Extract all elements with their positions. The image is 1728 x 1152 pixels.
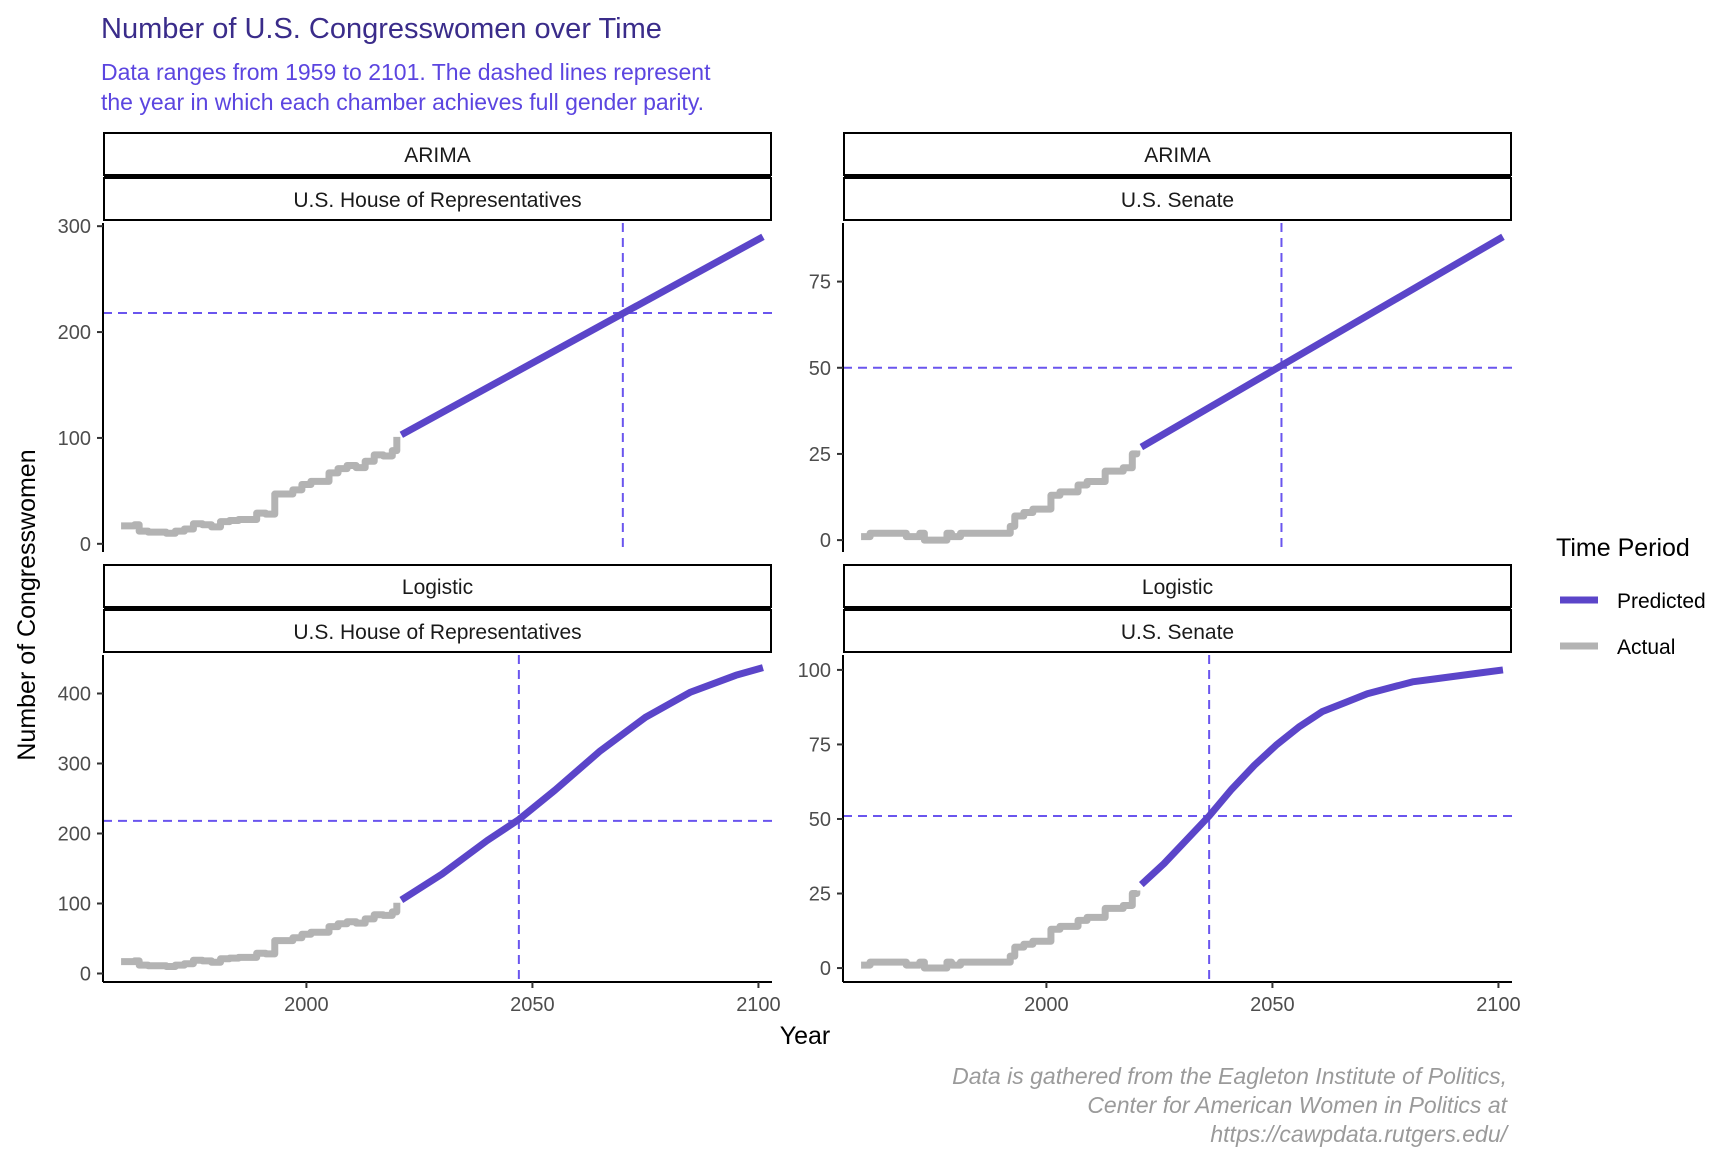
y-tick-label: 0 [820,530,831,552]
y-tick-label: 75 [809,734,831,756]
facet-panel-3: Logistic U.S. House of Representatives 200… [58,564,781,1016]
facet-strip-label: U.S. House of Representatives [293,189,581,212]
series-line-predicted [1139,233,1505,451]
facet-panels: ARIMA U.S. House of Representatives 0 100 20… [58,132,1521,1016]
y-tick-label: 400 [58,684,91,706]
x-tick-label: 2000 [1024,994,1069,1016]
facet-strip-label: U.S. Senate [1121,621,1234,644]
facet-strip-box [843,609,1512,653]
y-tick-label: 100 [798,660,831,682]
y-tick-label: 50 [809,809,831,831]
caption-line-3: https://cawpdata.rutgers.edu/ [1210,1121,1509,1147]
facet-strip-box [843,564,1512,608]
facet-strip-box [103,177,772,221]
series-line-actual [861,890,1141,972]
y-tick-label: 75 [809,272,831,294]
y-tick-label: 25 [809,884,831,906]
y-tick-label: 50 [809,358,831,380]
legend: Time Period Predicted Actual [1556,534,1706,659]
series-line-actual [121,436,401,537]
y-tick-label: 100 [58,894,91,916]
series-line-predicted [399,664,764,903]
facet-panel-4: Logistic U.S. Senate 2000 2050 2100 0 25 50 75 10… [798,564,1521,1016]
legend-title: Time Period [1556,534,1690,562]
y-tick-label: 0 [80,964,91,986]
y-tick-label: 0 [820,958,831,980]
facet-strip-label: Logistic [1142,576,1213,599]
facet-strip-label: Logistic [402,576,473,599]
facet-panel-1: ARIMA U.S. House of Representatives 0 100 20… [58,132,775,556]
series-line-predicted [399,233,765,438]
legend-label-predicted: Predicted [1617,590,1706,613]
chart-subtitle-line-2: the year in which each chamber achieves … [101,89,704,115]
caption-line-1: Data is gathered from the Eagleton Insti… [952,1063,1507,1089]
y-tick-label: 0 [80,534,91,556]
chart-subtitle-line-1: Data ranges from 1959 to 2101. The dashe… [101,59,711,85]
facet-strip-label: ARIMA [1144,144,1211,167]
facet-strip-box [103,132,772,176]
x-tick-label: 2000 [284,994,329,1016]
y-tick-label: 25 [809,444,831,466]
y-tick-label: 200 [58,824,91,846]
y-axis-title: Number of Congresswomen [13,449,41,760]
x-axis-title: Year [780,1022,831,1050]
x-tick-label: 2100 [1476,994,1521,1016]
series-line-predicted [1138,666,1504,888]
y-tick-label: 300 [58,216,91,238]
x-tick-label: 2100 [736,994,781,1016]
x-tick-label: 2050 [510,994,555,1016]
facet-strip-box [103,609,772,653]
y-tick-label: 100 [58,428,91,450]
legend-label-actual: Actual [1617,636,1675,659]
facet-strip-label: U.S. House of Representatives [293,621,581,644]
chart-title: Number of U.S. Congresswomen over Time [101,13,662,45]
facet-strip-label: U.S. Senate [1121,189,1234,212]
series-line-actual [121,902,401,970]
series-line-actual [861,450,1141,544]
y-tick-label: 200 [58,322,91,344]
y-tick-label: 300 [58,754,91,776]
facet-strip-label: ARIMA [404,144,471,167]
facet-panel-2: ARIMA U.S. Senate 0 25 50 75 [809,132,1515,552]
caption-line-2: Center for American Women in Politics at [1087,1092,1508,1118]
facet-strip-box [103,564,772,608]
x-tick-label: 2050 [1250,994,1295,1016]
